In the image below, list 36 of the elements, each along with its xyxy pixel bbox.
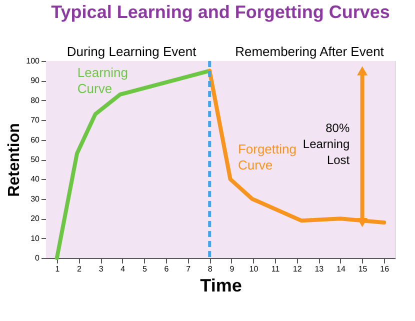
- series-label: Learning Curve: [77, 64, 128, 96]
- y-tick-label: 60: [30, 135, 40, 144]
- y-axis-title: Retention: [6, 123, 24, 197]
- y-tick-label: 100: [26, 56, 40, 66]
- y-tick-label: 30: [30, 194, 40, 204]
- x-tick-label: 11: [271, 264, 280, 274]
- x-tick-label: 15: [358, 264, 368, 274]
- text: During Learning Event: [66, 44, 197, 59]
- x-tick-label: 12: [292, 264, 302, 274]
- y-tick-label: 70: [30, 116, 40, 125]
- x-tick-label: 3: [98, 264, 104, 274]
- y-tick-label: 0: [35, 254, 40, 262]
- x-tick-label: 8: [208, 264, 213, 274]
- series-label: Forgetting Curve: [238, 142, 296, 173]
- x-tick-label: 16: [380, 264, 390, 274]
- x-tick-label: 1: [55, 264, 60, 274]
- x-tick-label: 7: [186, 264, 192, 274]
- annotation: 80% Learning Lost: [302, 120, 350, 167]
- x-tick-label: 2: [76, 264, 82, 274]
- text: Remembering After Event: [235, 44, 384, 59]
- y-tick-label: 80: [30, 96, 40, 105]
- line-series: [208, 68, 386, 225]
- y-tick-label: 50: [30, 155, 40, 164]
- x-tick-label: 6: [164, 264, 170, 274]
- x-tick-label: 4: [120, 264, 126, 274]
- x-tick-label: 14: [336, 264, 346, 274]
- x-tick-label: 9: [230, 264, 235, 274]
- chart-title: Typical Learning and Forgetting Curves: [51, 2, 390, 22]
- y-tick-label: 10: [30, 234, 40, 243]
- x-axis-title: Time: [200, 276, 242, 296]
- y-tick-label: 40: [30, 174, 40, 184]
- y-tick-label: 90: [30, 76, 40, 86]
- x-tick-label: 13: [314, 264, 324, 274]
- x-tick-label: 5: [142, 264, 148, 274]
- y-tick-label: 20: [30, 214, 40, 224]
- x-tick-label: 10: [249, 264, 259, 274]
